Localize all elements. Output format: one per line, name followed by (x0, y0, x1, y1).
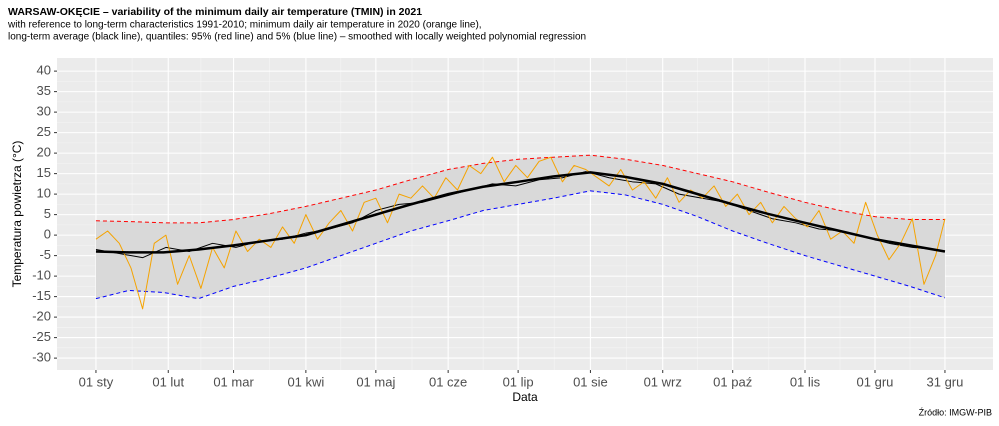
series-line (95, 171, 946, 259)
series-line (95, 154, 945, 224)
x-tick-label: 01 sie (573, 374, 608, 389)
x-tick-label: 31 gru (927, 374, 964, 389)
y-tick-label: 20 (37, 145, 51, 160)
y-tick-label: -30 (32, 350, 51, 365)
x-axis-title: Data (512, 390, 538, 404)
y-tick-label: 15 (37, 165, 51, 180)
y-tick-label: -10 (32, 268, 51, 283)
x-tick-label: 01 cze (429, 374, 467, 389)
x-tick-label: 01 kwi (287, 374, 324, 389)
y-tick-label: 30 (37, 104, 51, 119)
x-tick-label: 01 lip (503, 374, 534, 389)
quantile-band (95, 155, 945, 299)
y-axis-title: Temperatura powietrza (°C) (10, 141, 24, 288)
y-tick-label: 0 (44, 227, 51, 242)
y-tick-label: 35 (37, 83, 51, 98)
subtitle: with reference to long-term characterist… (7, 20, 482, 31)
source: Źródło: IMGW-PIB (919, 407, 992, 417)
y-tick-label: 40 (37, 63, 51, 78)
series-line (95, 190, 946, 300)
y-tick-label: 5 (44, 206, 51, 221)
y-tick-label: -20 (32, 309, 51, 324)
series-line (95, 156, 946, 310)
y-tick-label: 10 (37, 186, 51, 201)
x-tick-label: 01 lis (790, 374, 821, 389)
x-tick-label: 01 mar (213, 374, 254, 389)
x-tick-label: 01 wrz (644, 374, 682, 389)
y-tick-label: -5 (39, 247, 51, 262)
x-tick-label: 01 paź (713, 374, 752, 389)
y-tick-label: 25 (37, 124, 51, 139)
y-tick-label: -15 (32, 288, 51, 303)
y-tick-label: -25 (32, 329, 51, 344)
x-tick-label: 01 gru (857, 374, 894, 389)
chart-title: WARSAW-OKĘCIE – variability of the minim… (8, 6, 422, 18)
series-line (95, 171, 946, 254)
x-tick-label: 01 maj (356, 374, 395, 389)
subtitle: long-term average (black line), quantile… (8, 32, 586, 43)
x-tick-label: 01 sty (79, 374, 114, 389)
x-tick-label: 01 lut (152, 374, 184, 389)
